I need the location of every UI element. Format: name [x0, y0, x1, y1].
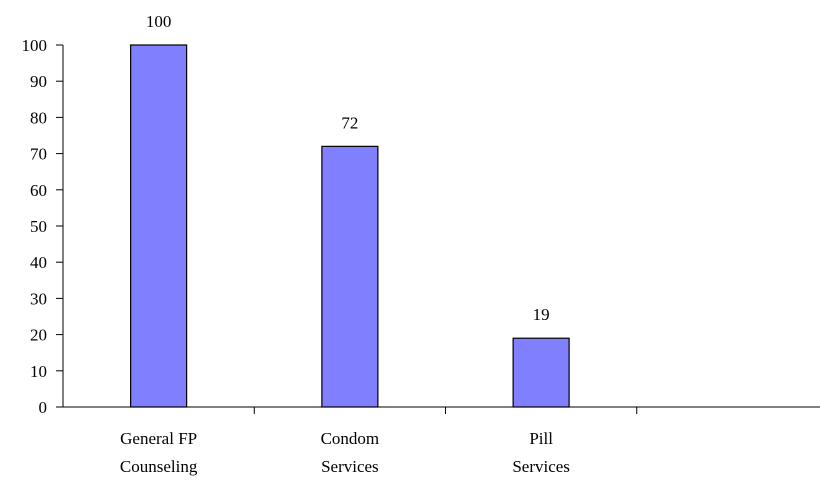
y-tick-label: 10	[30, 362, 47, 381]
y-tick-label: 40	[30, 253, 47, 272]
y-tick-label: 30	[30, 289, 47, 308]
y-axis: 0 10 20 30 40 50 60 70 80 90 100	[22, 36, 64, 417]
x-tick-label: Services	[512, 457, 570, 476]
y-tick-label: 60	[30, 181, 47, 200]
y-tick-label: 20	[30, 326, 47, 345]
y-tick-label: 100	[22, 36, 48, 55]
y-tick-label: 90	[30, 72, 47, 91]
y-tick-label: 50	[30, 217, 47, 236]
data-label: 72	[341, 113, 358, 132]
bar	[130, 44, 188, 408]
data-label: 19	[533, 305, 550, 324]
y-tick-label: 70	[30, 145, 47, 164]
x-tick-label: Services	[321, 457, 379, 476]
bar	[512, 337, 570, 408]
data-labels: 100 72 19	[146, 12, 550, 324]
y-tick-label: 0	[39, 398, 48, 417]
x-tick-label: General FP	[120, 429, 197, 448]
x-tick-label: Counseling	[120, 457, 198, 476]
x-tick-label: Condom	[321, 429, 380, 448]
y-tick-label: 80	[30, 108, 47, 127]
x-axis: General FP Counseling Condom Services Pill Se…	[63, 406, 820, 476]
bar-series	[130, 44, 570, 408]
bar	[321, 145, 379, 408]
data-label: 100	[146, 12, 172, 31]
x-tick-label: Pill	[529, 429, 553, 448]
